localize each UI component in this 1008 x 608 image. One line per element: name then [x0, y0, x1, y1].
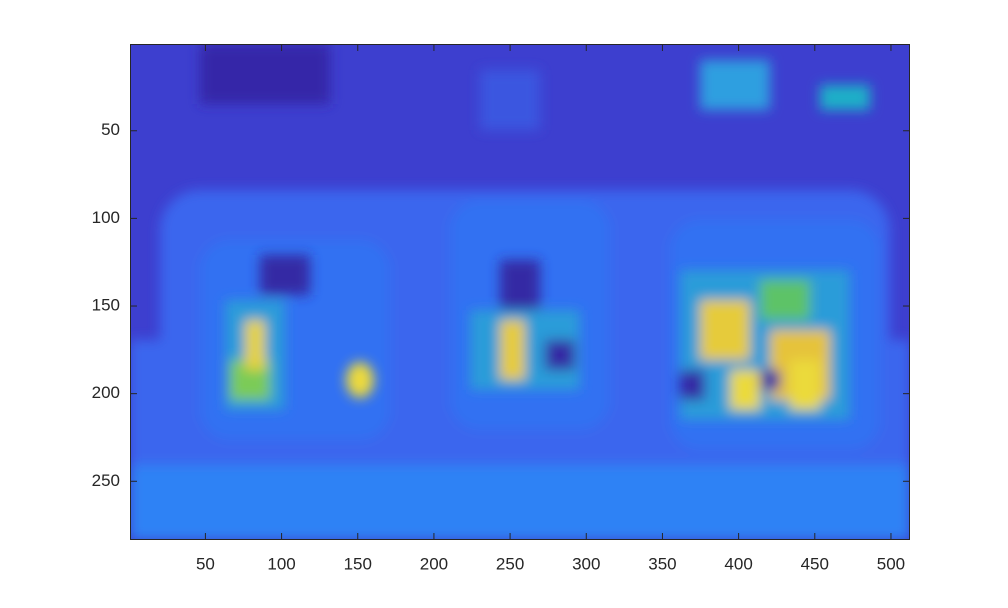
y-tick-label: 50	[101, 120, 120, 139]
x-tick-label: 300	[572, 554, 600, 573]
x-tick-label: 100	[267, 554, 295, 573]
x-tick-label: 150	[344, 554, 372, 573]
y-tick-label: 150	[92, 296, 120, 315]
axes-box	[130, 44, 910, 540]
y-tick-label: 200	[92, 383, 120, 402]
x-tick-label: 200	[420, 554, 448, 573]
image	[130, 44, 910, 540]
x-tick-label: 400	[724, 554, 752, 573]
x-tick-label: 50	[196, 554, 215, 573]
x-tick-label: 250	[496, 554, 524, 573]
x-tick-label: 500	[877, 554, 905, 573]
x-tick-label: 450	[801, 554, 829, 573]
x-tick-label: 350	[648, 554, 676, 573]
y-tick-label: 100	[92, 208, 120, 227]
y-tick-label: 250	[92, 471, 120, 490]
